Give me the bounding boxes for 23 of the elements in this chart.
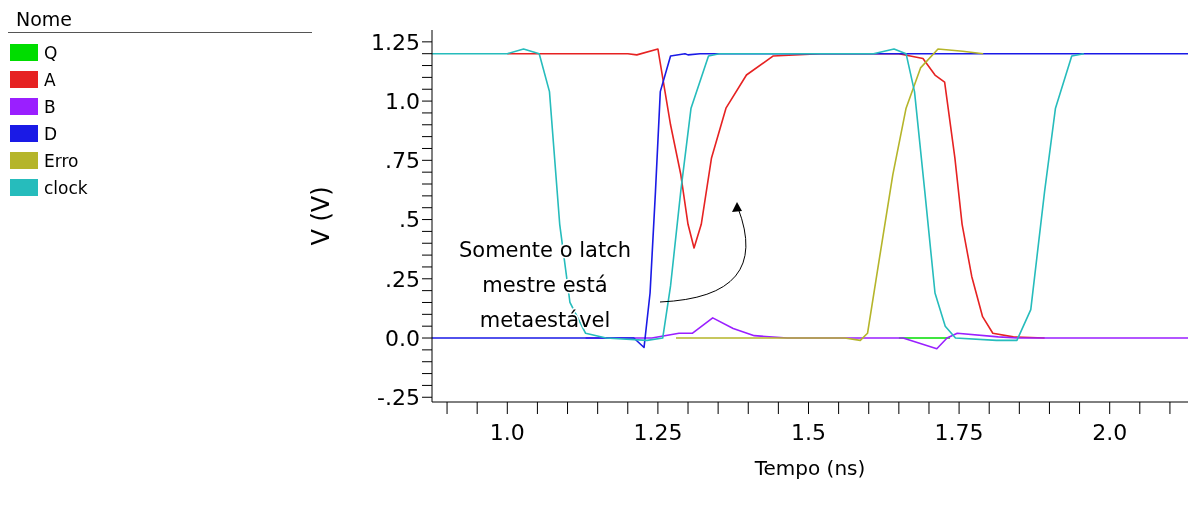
y-tick-label: .75: [385, 148, 420, 174]
y-axis-title: V (V): [306, 186, 335, 246]
y-tick-label: .5: [399, 207, 420, 233]
y-tick-label: 0.0: [385, 325, 420, 351]
legend-label: B: [44, 96, 56, 117]
line-series: [432, 48, 1085, 342]
x-axis-title: Tempo (ns): [753, 456, 866, 480]
y-tick-label: -.25: [377, 385, 420, 411]
y-tick-label: 1.25: [371, 29, 420, 55]
x-tick-label: 1.75: [934, 419, 984, 445]
legend-label: Q: [44, 42, 58, 63]
x-tick-label: 1.5: [790, 419, 826, 445]
y-tick-label: 1.0: [385, 88, 420, 114]
legend-label: clock: [44, 177, 88, 198]
x-tick-label: 2.0: [1092, 419, 1128, 445]
legend-label: A: [44, 69, 56, 90]
y-tick-label: .25: [385, 266, 420, 292]
x-tick-label: 1.25: [633, 419, 683, 445]
legend-label: D: [44, 123, 58, 144]
x-tick-label: 1.0: [489, 419, 525, 445]
line-series: [675, 48, 984, 342]
legend-label: Erro: [44, 150, 79, 171]
legend-title: Nome: [8, 8, 312, 33]
